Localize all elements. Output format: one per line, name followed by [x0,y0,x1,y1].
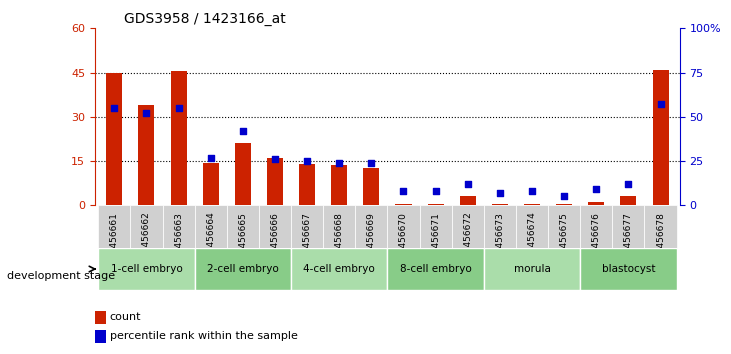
Text: GSM456674: GSM456674 [528,212,537,267]
Text: morula: morula [514,264,550,274]
FancyBboxPatch shape [452,205,484,248]
Point [173,105,184,111]
FancyBboxPatch shape [484,205,516,248]
FancyBboxPatch shape [387,248,484,290]
Point [462,181,474,187]
Text: GSM456670: GSM456670 [399,212,408,267]
Bar [106,73,122,205]
Point [623,181,635,187]
Point [655,102,667,107]
FancyBboxPatch shape [162,205,194,248]
Text: GSM456667: GSM456667 [303,212,311,267]
Text: GSM456678: GSM456678 [656,212,665,267]
Bar [556,204,572,205]
Bar [621,196,637,205]
Point [237,128,249,134]
Text: GSM456668: GSM456668 [335,212,344,267]
Point [205,155,216,160]
FancyBboxPatch shape [548,205,580,248]
Bar [653,70,669,205]
Text: GSM456675: GSM456675 [560,212,569,267]
Text: GSM456673: GSM456673 [496,212,504,267]
Text: 1-cell embryo: 1-cell embryo [110,264,182,274]
Text: GSM456661: GSM456661 [110,212,119,267]
Point [366,160,377,166]
Text: GSM456663: GSM456663 [174,212,183,267]
Point [526,188,538,194]
FancyBboxPatch shape [580,205,613,248]
Text: development stage: development stage [7,271,115,281]
Text: GSM456676: GSM456676 [592,212,601,267]
FancyBboxPatch shape [420,205,452,248]
FancyBboxPatch shape [291,205,323,248]
Point [591,187,602,192]
Point [333,160,345,166]
FancyBboxPatch shape [194,248,291,290]
Text: GSM456677: GSM456677 [624,212,633,267]
Text: GSM456666: GSM456666 [270,212,279,267]
FancyBboxPatch shape [645,205,677,248]
Bar [202,162,219,205]
Point [430,188,442,194]
FancyBboxPatch shape [355,205,387,248]
Text: percentile rank within the sample: percentile rank within the sample [110,331,298,341]
Text: GSM456664: GSM456664 [206,212,215,267]
Point [269,156,281,162]
FancyBboxPatch shape [291,248,387,290]
Bar [492,204,508,205]
FancyBboxPatch shape [323,205,355,248]
FancyBboxPatch shape [516,205,548,248]
Bar [235,143,251,205]
Text: GSM456671: GSM456671 [431,212,440,267]
Bar [95,311,105,324]
FancyBboxPatch shape [613,205,645,248]
Bar [428,204,444,205]
Text: GSM456665: GSM456665 [238,212,247,267]
Point [558,194,570,199]
Text: 4-cell embryo: 4-cell embryo [303,264,375,274]
Bar [395,204,412,205]
Text: GDS3958 / 1423166_at: GDS3958 / 1423166_at [124,12,286,26]
Bar [267,158,283,205]
Text: GSM456672: GSM456672 [463,212,472,267]
Bar [138,105,154,205]
FancyBboxPatch shape [259,205,291,248]
Point [108,105,120,111]
Bar [363,169,379,205]
Text: GSM456662: GSM456662 [142,212,151,267]
Bar [588,202,605,205]
FancyBboxPatch shape [194,205,227,248]
Bar [95,330,105,343]
Bar [524,204,540,205]
Text: 8-cell embryo: 8-cell embryo [400,264,471,274]
Bar [299,164,315,205]
Bar [460,196,476,205]
Bar [170,71,186,205]
FancyBboxPatch shape [484,248,580,290]
FancyBboxPatch shape [227,205,259,248]
Point [494,190,506,196]
Point [301,158,313,164]
FancyBboxPatch shape [130,205,162,248]
FancyBboxPatch shape [98,205,130,248]
Text: count: count [110,312,141,322]
Text: 2-cell embryo: 2-cell embryo [207,264,279,274]
FancyBboxPatch shape [98,248,194,290]
FancyBboxPatch shape [580,248,677,290]
Text: GSM456669: GSM456669 [367,212,376,267]
FancyBboxPatch shape [387,205,420,248]
Point [398,188,409,194]
Text: blastocyst: blastocyst [602,264,655,274]
Bar [331,166,347,205]
Point [140,110,152,116]
